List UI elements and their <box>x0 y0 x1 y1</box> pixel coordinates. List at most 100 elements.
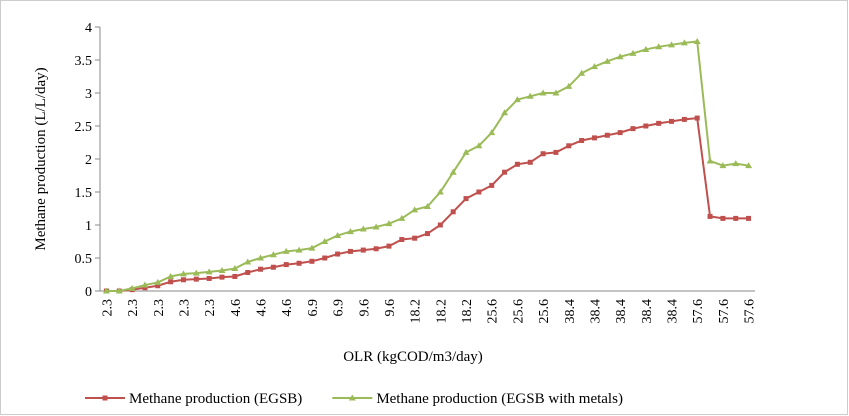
y-tick-label: 1.5 <box>75 186 93 201</box>
data-point <box>296 260 302 266</box>
data-point <box>656 120 662 126</box>
y-axis-label: Methane production (L/L/day) <box>33 67 49 250</box>
y-tick-label: 0.5 <box>75 252 93 267</box>
y-tick-label: 1 <box>85 219 92 234</box>
legend-label: Methane production (EGSB with metals) <box>376 391 623 407</box>
data-point <box>424 203 431 210</box>
data-point <box>488 129 496 136</box>
data-point <box>745 162 753 169</box>
data-point <box>655 43 663 50</box>
data-point <box>707 213 713 219</box>
x-tick-label: 2.3 <box>203 299 218 317</box>
data-point <box>179 270 187 277</box>
data-point <box>334 232 342 239</box>
data-point <box>502 169 508 175</box>
x-tick-label: 25.6 <box>486 299 501 324</box>
data-point <box>746 215 752 221</box>
data-point <box>335 251 341 257</box>
data-point <box>168 279 174 285</box>
data-point <box>244 258 252 265</box>
x-tick-label: 6.9 <box>332 299 347 317</box>
data-point <box>668 41 676 48</box>
x-tick-label: 57.6 <box>691 299 706 324</box>
data-point <box>527 159 533 165</box>
data-point <box>167 272 175 279</box>
data-point <box>141 281 149 288</box>
data-point <box>617 130 623 136</box>
x-tick-label: 6.9 <box>306 299 321 317</box>
data-point <box>386 243 392 249</box>
data-point <box>399 237 405 243</box>
data-point <box>359 225 367 232</box>
x-tick-label: 38.4 <box>614 299 629 324</box>
data-point <box>309 258 315 264</box>
data-point <box>681 116 687 122</box>
data-point <box>269 251 277 258</box>
data-point <box>321 238 329 244</box>
x-tick-label: 38.4 <box>666 299 681 324</box>
data-point <box>411 206 419 213</box>
x-tick-label: 2.3 <box>152 299 167 317</box>
y-tick-label: 3.5 <box>75 54 93 69</box>
data-point <box>360 247 366 253</box>
data-point <box>282 247 290 254</box>
data-point <box>245 270 251 276</box>
data-point <box>732 160 740 167</box>
data-point <box>102 287 110 294</box>
x-tick-label: 2.3 <box>100 299 115 317</box>
data-point <box>348 394 356 401</box>
data-point <box>206 275 212 281</box>
x-tick-label: 38.4 <box>563 299 578 324</box>
x-tick-label: 57.6 <box>743 299 758 324</box>
x-tick-label: 25.6 <box>511 299 526 324</box>
x-tick-label: 38.4 <box>640 299 655 324</box>
data-point <box>629 49 637 56</box>
data-point <box>630 126 636 132</box>
data-point <box>450 209 456 215</box>
data-point <box>128 284 136 291</box>
data-point <box>706 157 714 164</box>
data-point <box>693 38 701 45</box>
data-point <box>372 223 380 230</box>
data-point <box>295 246 303 253</box>
data-point <box>476 189 482 195</box>
data-point <box>219 274 225 280</box>
x-tick-label: 18.2 <box>409 299 424 324</box>
data-point <box>719 162 727 169</box>
data-point <box>680 39 688 46</box>
x-tick-label: 4.6 <box>255 299 270 317</box>
y-tick-label: 2 <box>85 153 92 168</box>
data-point <box>205 268 213 275</box>
data-point <box>720 215 726 221</box>
data-point <box>115 287 123 294</box>
x-tick-label: 2.3 <box>126 299 141 317</box>
data-point <box>155 283 161 289</box>
data-point <box>578 69 586 76</box>
data-point <box>513 96 521 103</box>
data-point <box>425 231 430 237</box>
data-point <box>232 273 238 279</box>
y-tick-label: 4 <box>85 21 92 36</box>
x-axis-label: OLR (kgCOD/m3/day) <box>343 349 483 365</box>
data-point <box>373 246 379 252</box>
data-point <box>257 254 265 261</box>
data-point <box>231 265 239 272</box>
data-point <box>193 276 199 282</box>
data-point <box>553 149 559 155</box>
data-point <box>540 151 546 157</box>
legend-label: Methane production (EGSB) <box>129 391 302 407</box>
data-point <box>322 255 328 261</box>
data-point <box>579 138 585 144</box>
data-point <box>449 168 457 175</box>
data-point <box>463 196 469 202</box>
data-point <box>258 266 264 272</box>
data-point <box>270 264 276 270</box>
x-tick-label: 9.6 <box>383 299 398 317</box>
data-point <box>102 395 108 401</box>
x-tick-label: 4.6 <box>280 299 295 317</box>
data-point <box>346 228 354 235</box>
data-point <box>501 109 509 116</box>
data-point <box>642 45 650 52</box>
data-point <box>142 285 148 291</box>
